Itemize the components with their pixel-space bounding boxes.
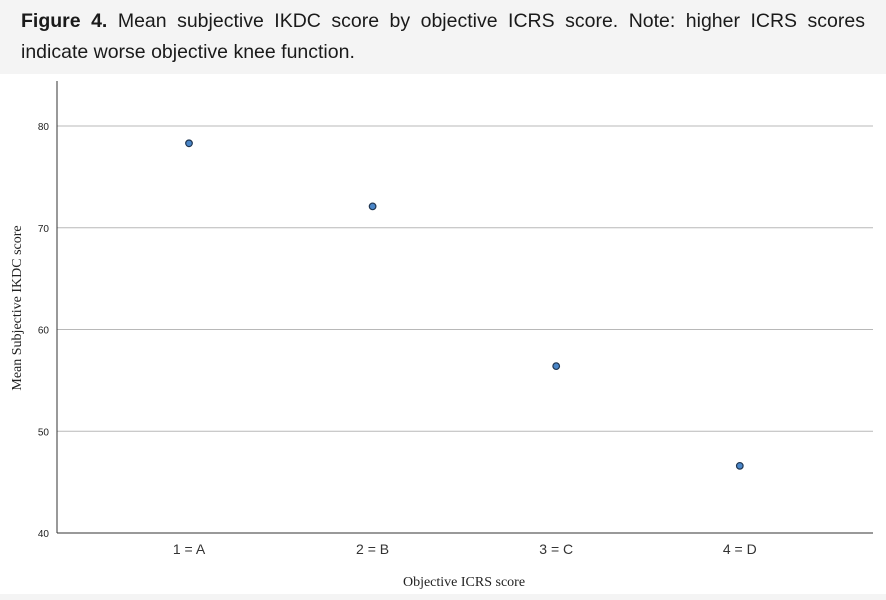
y-tick-label: 60	[38, 326, 50, 337]
x-axis-label: Objective ICRS score	[403, 575, 525, 590]
figure-caption: Figure 4. Mean subjective IKDC score by …	[21, 6, 865, 68]
y-tick-labels: 40 50 60 70 80	[38, 122, 50, 540]
y-tick-label: 70	[38, 224, 50, 235]
data-point	[735, 461, 744, 470]
y-tick-label: 40	[38, 529, 50, 540]
x-tick-labels: 1 = A 2 = B 3 = C 4 = D	[173, 541, 757, 557]
data-points	[185, 139, 744, 470]
x-tick-label: 1 = A	[173, 541, 206, 557]
data-point	[368, 202, 377, 211]
data-point	[185, 139, 193, 148]
figure-label: Figure 4.	[21, 10, 108, 32]
gridlines	[57, 125, 873, 432]
y-axis-label: Mean Subjective IKDC score	[10, 225, 25, 390]
x-tick-label: 4 = D	[723, 541, 757, 557]
axes	[56, 81, 873, 534]
figure-caption-text: Mean subjective IKDC score by objective …	[21, 10, 865, 63]
x-tick-label: 3 = C	[539, 541, 573, 557]
y-tick-label: 50	[38, 427, 50, 438]
chart-panel	[0, 74, 886, 594]
data-point	[552, 362, 561, 371]
x-tick-label: 2 = B	[356, 541, 389, 557]
y-tick-label: 80	[38, 122, 50, 133]
